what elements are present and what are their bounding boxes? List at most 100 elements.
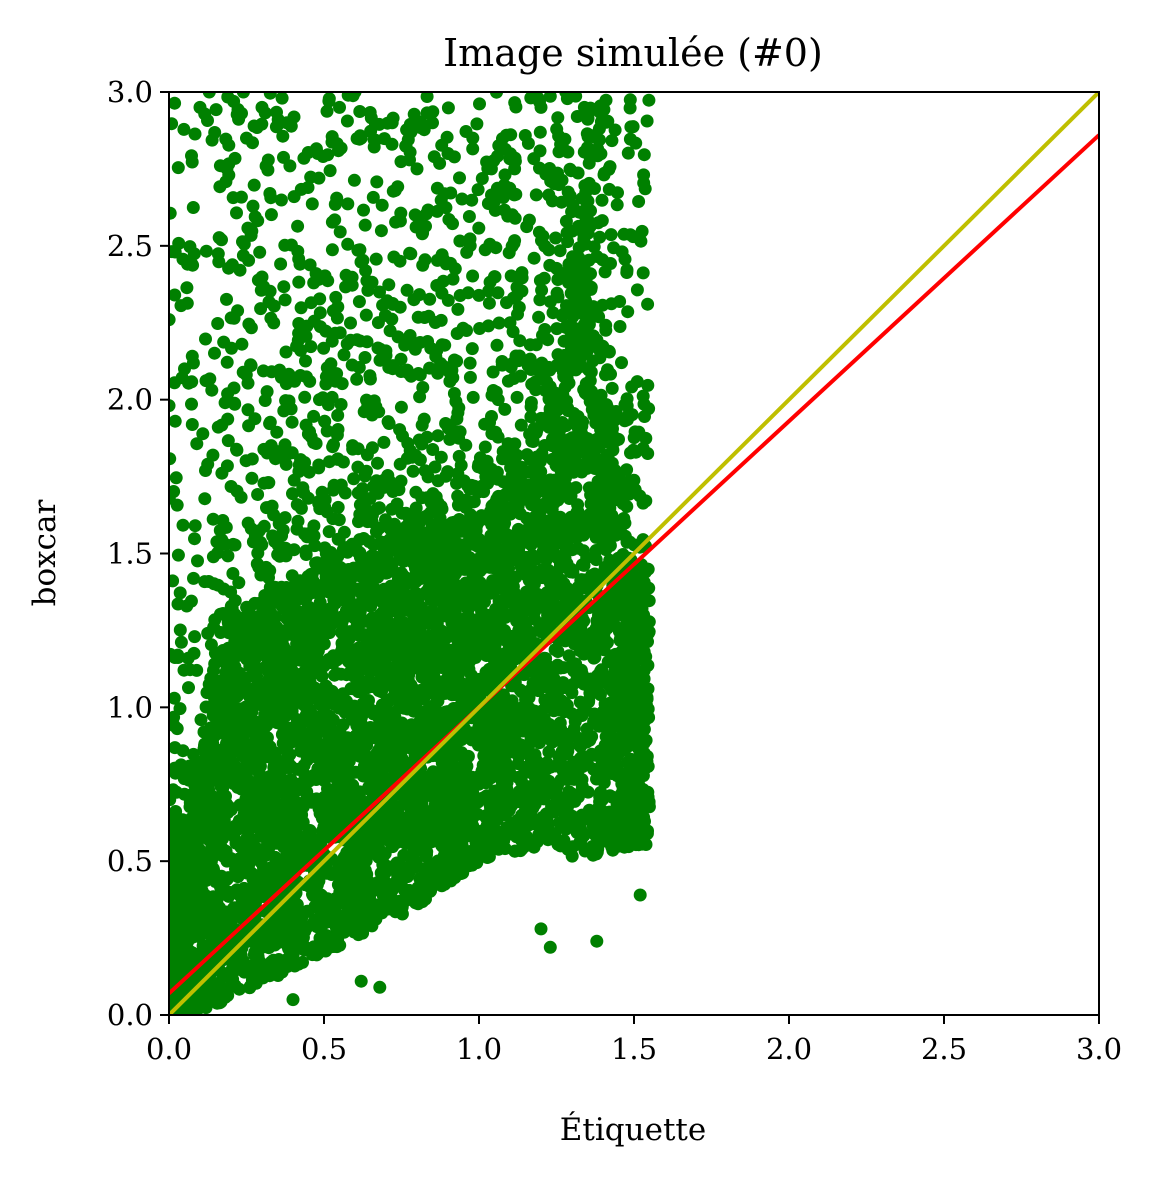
- data-point: [322, 729, 336, 743]
- data-point: [527, 577, 541, 591]
- data-point: [194, 878, 208, 892]
- data-point: [237, 965, 251, 979]
- data-point: [533, 767, 547, 781]
- data-point: [379, 711, 393, 725]
- data-point: [334, 667, 348, 681]
- data-point: [309, 840, 323, 853]
- data-point: [366, 707, 380, 721]
- data-point: [357, 832, 371, 846]
- data-point: [625, 706, 639, 720]
- data-point: [642, 797, 656, 811]
- data-point: [389, 905, 402, 919]
- data-point: [548, 643, 562, 657]
- data-point: [460, 788, 474, 802]
- data-point: [589, 492, 603, 506]
- data-point: [283, 835, 297, 849]
- data-point: [446, 580, 459, 594]
- chart-title: Image simulée (#0): [443, 31, 823, 75]
- data-point: [408, 683, 422, 697]
- data-point: [632, 736, 646, 749]
- data-point: [600, 636, 614, 650]
- data-point: [503, 658, 517, 672]
- data-point: [341, 804, 355, 818]
- data-point: [362, 552, 376, 566]
- data-point: [325, 823, 339, 837]
- data-point: [584, 365, 598, 379]
- data-point: [635, 710, 649, 724]
- data-point: [493, 621, 507, 635]
- data-point: [637, 722, 651, 736]
- data-point: [605, 767, 619, 780]
- data-point: [445, 616, 459, 630]
- data-point: [326, 583, 339, 597]
- data-point: [577, 528, 590, 542]
- data-point: [515, 685, 529, 699]
- data-point: [561, 481, 575, 495]
- data-point: [246, 653, 260, 666]
- data-point: [239, 815, 253, 829]
- data-point: [508, 790, 522, 804]
- data-point: [292, 677, 306, 691]
- data-point: [463, 845, 477, 858]
- data-point: [576, 347, 590, 360]
- data-point: [618, 605, 632, 619]
- data-point: [330, 898, 344, 912]
- data-point: [330, 802, 344, 816]
- data-point: [519, 639, 533, 653]
- data-point: [542, 745, 556, 759]
- data-point: [171, 835, 185, 849]
- data-point: [210, 765, 224, 778]
- data-point: [386, 626, 400, 640]
- data-point: [521, 624, 535, 638]
- data-point: [400, 652, 414, 665]
- data-point: [351, 623, 365, 637]
- data-point: [533, 505, 547, 519]
- data-point: [375, 566, 389, 580]
- data-point: [425, 835, 439, 849]
- data-point: [350, 866, 364, 880]
- data-point: [605, 840, 619, 854]
- data-point: [276, 914, 290, 928]
- data-point: [195, 927, 209, 940]
- data-point: [577, 558, 591, 572]
- data-point: [302, 879, 316, 893]
- data-point: [281, 760, 295, 774]
- data-point: [577, 544, 590, 558]
- data-point: [394, 566, 408, 580]
- data-point: [252, 870, 266, 884]
- data-point: [377, 778, 391, 792]
- data-point: [538, 624, 552, 638]
- data-point: [346, 747, 360, 761]
- data-point: [409, 586, 422, 600]
- data-point: [233, 666, 246, 680]
- data-point: [446, 814, 460, 828]
- data-point: [480, 608, 494, 622]
- data-point: [219, 789, 232, 803]
- data-point: [330, 653, 344, 667]
- data-point: [305, 682, 319, 696]
- data-point: [364, 783, 378, 797]
- data-point: [451, 653, 465, 667]
- data-point: [315, 578, 329, 592]
- data-point: [310, 771, 324, 785]
- data-point: [622, 840, 636, 854]
- data-point: [232, 646, 246, 660]
- data-point: [177, 898, 191, 912]
- data-point: [579, 377, 593, 391]
- data-point: [396, 630, 410, 644]
- data-point: [483, 798, 497, 812]
- data-point: [615, 644, 629, 658]
- data-point: [599, 730, 613, 744]
- data-point: [235, 624, 249, 638]
- data-point: [321, 782, 334, 796]
- data-point: [431, 811, 445, 825]
- data-point: [437, 849, 451, 863]
- data-point: [281, 721, 295, 735]
- data-point: [360, 881, 374, 894]
- data-point: [410, 794, 424, 807]
- data-point: [327, 697, 341, 711]
- data-point: [571, 420, 585, 434]
- data-point: [451, 827, 465, 841]
- data-point: [286, 654, 300, 668]
- data-point: [496, 758, 510, 772]
